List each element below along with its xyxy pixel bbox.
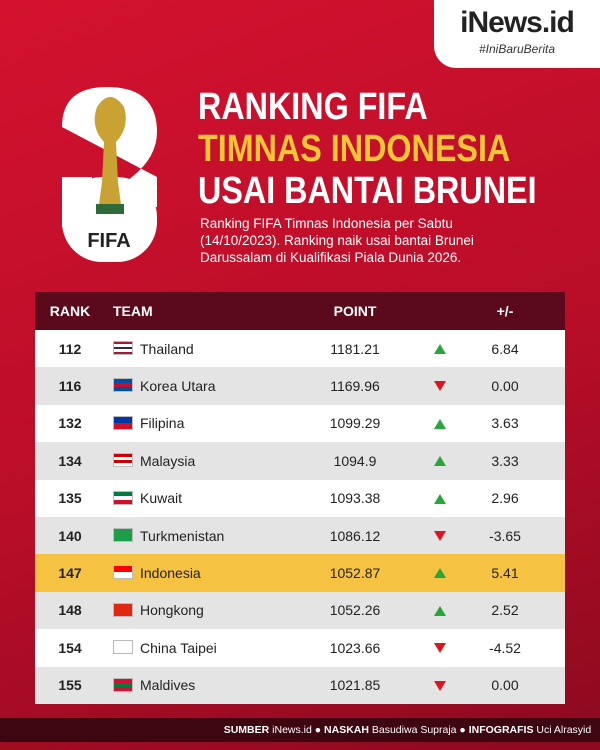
arrow-up — [434, 568, 446, 579]
column-header: POINT — [333, 303, 377, 319]
fifa-logo: FIFA — [62, 87, 157, 262]
rank: 112 — [58, 340, 82, 357]
logo-text: FIFA — [87, 230, 130, 252]
point: 1023.66 — [329, 639, 381, 656]
separator: ● — [456, 724, 469, 736]
rank: 134 — [58, 452, 82, 469]
table-row: 132 Filipina 1099.29 3.63 — [35, 404, 565, 443]
footer-label: SUMBER — [223, 724, 270, 736]
arrow-up — [434, 418, 446, 429]
team: Indonesia — [140, 565, 201, 582]
flag — [113, 677, 133, 692]
table-row: 147 Indonesia 1052.87 5.41 — [35, 554, 565, 592]
team: Turkmenistan — [140, 527, 225, 544]
title-line: TIMNAS INDONESIA — [198, 128, 511, 170]
arrow-up — [434, 605, 446, 616]
brand-name: iNews.id — [460, 6, 575, 39]
column-header: TEAM — [113, 303, 153, 319]
brand-tab: iNews.id #IniBaruBerita — [434, 0, 600, 68]
brand-tagline: #IniBaruBerita — [478, 42, 556, 56]
table-row: 112 Thailand 1181.21 6.84 — [35, 330, 565, 368]
change: 3.33 — [491, 452, 519, 469]
team: China Taipei — [140, 639, 217, 656]
flag — [113, 378, 133, 393]
change: 5.41 — [491, 565, 519, 582]
team: Malaysia — [140, 452, 196, 469]
column-header: RANK — [49, 303, 91, 319]
table-row: 116 Korea Utara 1169.96 0.00 — [35, 367, 565, 405]
ranking-table: RANK TEAM POINT +/- 112 Thailand 1181.21 6.… — [35, 292, 565, 704]
change: 0.00 — [491, 378, 519, 395]
table-row: 134 Malaysia 1094.9 3.33 — [35, 442, 565, 480]
rank: 148 — [58, 602, 82, 619]
table-row: 140 Turkmenistan 1086.12 -3.65 — [35, 516, 565, 555]
table-row: 135 Kuwait 1093.38 2.96 — [35, 479, 565, 517]
change: -3.65 — [489, 527, 521, 544]
flag — [113, 453, 133, 468]
rank: 135 — [58, 490, 82, 507]
point: 1099.29 — [329, 415, 381, 432]
footer-value: iNews.id — [272, 724, 312, 736]
flag — [113, 602, 133, 617]
team: Filipina — [140, 415, 185, 432]
footer: SUMBER iNews.id ● NASKAH Basudiwa Supraj… — [0, 718, 600, 742]
footer-value: Basudiwa Supraja — [371, 724, 457, 736]
column-header: +/- — [496, 303, 514, 319]
flag — [113, 565, 133, 580]
title-line: USAI BANTAI BRUNEI — [198, 170, 537, 212]
team: Thailand — [140, 340, 194, 357]
point: 1093.38 — [329, 490, 381, 507]
team: Kuwait — [140, 490, 183, 507]
rank: 140 — [58, 527, 82, 544]
rank: 154 — [58, 639, 82, 656]
point: 1052.87 — [329, 565, 381, 582]
rank: 147 — [58, 565, 82, 582]
change: 6.84 — [491, 340, 519, 357]
team: Hongkong — [140, 602, 204, 619]
table-header: RANK TEAM POINT +/- — [35, 292, 565, 330]
separator: ● — [311, 724, 325, 736]
change: 2.52 — [491, 602, 519, 619]
point: 1169.96 — [330, 378, 380, 395]
rank: 132 — [58, 415, 82, 432]
change: -4.52 — [489, 639, 521, 656]
rank: 155 — [58, 677, 82, 694]
arrow-up — [434, 493, 446, 504]
title-line: RANKING FIFA — [198, 86, 428, 128]
change: 3.63 — [491, 415, 519, 432]
footer-label: INFOGRAFIS — [468, 724, 534, 736]
change: 2.96 — [491, 490, 519, 507]
table-row: 155 Maldives 1021.85 0.00 — [35, 666, 565, 704]
table-row: 148 Hongkong 1052.26 2.52 — [35, 591, 565, 630]
table-row: 154 China Taipei 1023.66 -4.52 — [35, 629, 565, 667]
footer-label: NASKAH — [324, 724, 369, 736]
footer-value: Uci Alrasyid — [536, 724, 592, 736]
rank: 116 — [58, 378, 82, 395]
flag — [113, 415, 133, 430]
arrow-down — [434, 381, 446, 392]
flag — [113, 640, 133, 655]
title: RANKING FIFA TIMNAS INDONESIA USAI BANTA… — [198, 86, 537, 212]
point: 1094.9 — [333, 452, 377, 469]
team: Maldives — [140, 677, 196, 694]
subtitle: Ranking FIFA Timnas Indonesia per Sabtu … — [200, 216, 474, 265]
point: 1052.26 — [329, 602, 381, 619]
arrow-down — [434, 530, 446, 541]
flag — [113, 341, 133, 355]
point: 1086.12 — [329, 527, 381, 544]
arrow-up — [434, 456, 446, 467]
arrow-up — [434, 344, 446, 354]
arrow-down — [434, 643, 446, 654]
flag — [113, 527, 133, 542]
arrow-down — [434, 680, 446, 691]
team: Korea Utara — [140, 378, 216, 395]
point: 1181.21 — [330, 340, 380, 357]
flag — [113, 490, 133, 505]
point: 1021.85 — [329, 677, 381, 694]
change: 0.00 — [491, 677, 519, 694]
